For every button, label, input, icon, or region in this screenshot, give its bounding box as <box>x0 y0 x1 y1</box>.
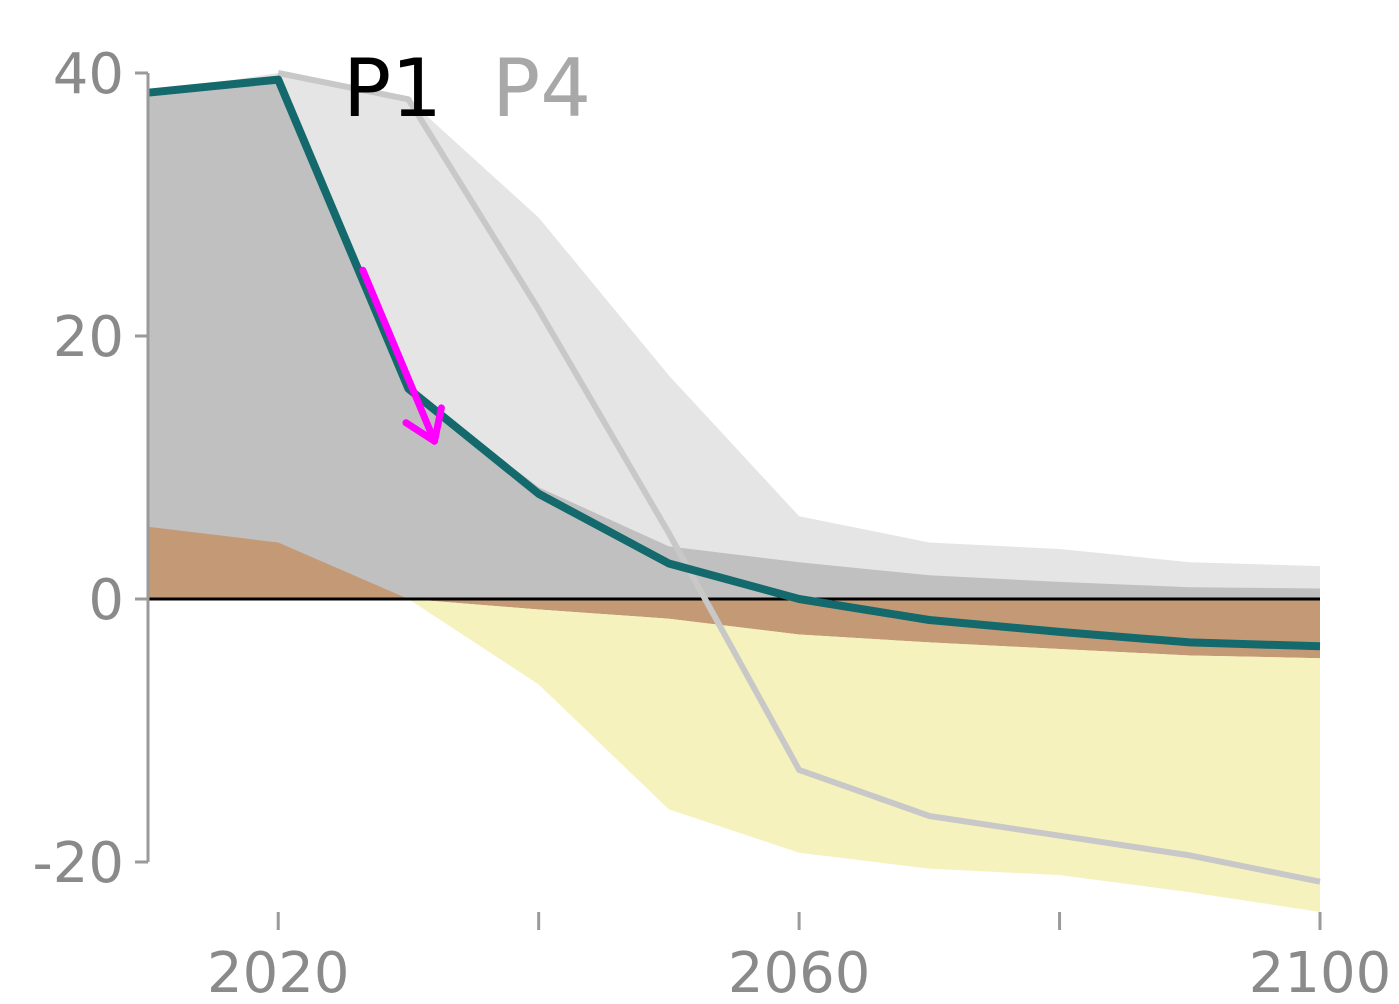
lines-layer <box>147 70 1321 885</box>
y-tick-label: -20 <box>33 831 124 896</box>
x-tick-label: 2060 <box>728 941 871 1004</box>
y-tick-label: 0 <box>88 568 124 633</box>
annotations-layer <box>359 266 445 445</box>
x-tick-label: 2020 <box>207 941 350 1004</box>
arrow-head <box>402 404 445 445</box>
y-tick-label: 20 <box>53 305 124 370</box>
arrow-shaft <box>359 266 438 445</box>
arrow-annotation <box>359 266 445 445</box>
series-line-p1 <box>147 75 1321 651</box>
p1-envelope-area <box>148 79 1320 600</box>
x-tick-label: 2100 <box>1249 941 1392 1004</box>
axes-layer: 40 20 0 -20 2020 2060 2100 <box>33 42 1392 1004</box>
yellow-area <box>408 599 1320 912</box>
y-tick-label: 40 <box>53 42 124 107</box>
series-label-p4: P4 <box>492 42 591 135</box>
series-label-p1: P1 <box>343 42 442 135</box>
series-line-p4 <box>277 70 1321 885</box>
areas-layer <box>148 73 1320 912</box>
